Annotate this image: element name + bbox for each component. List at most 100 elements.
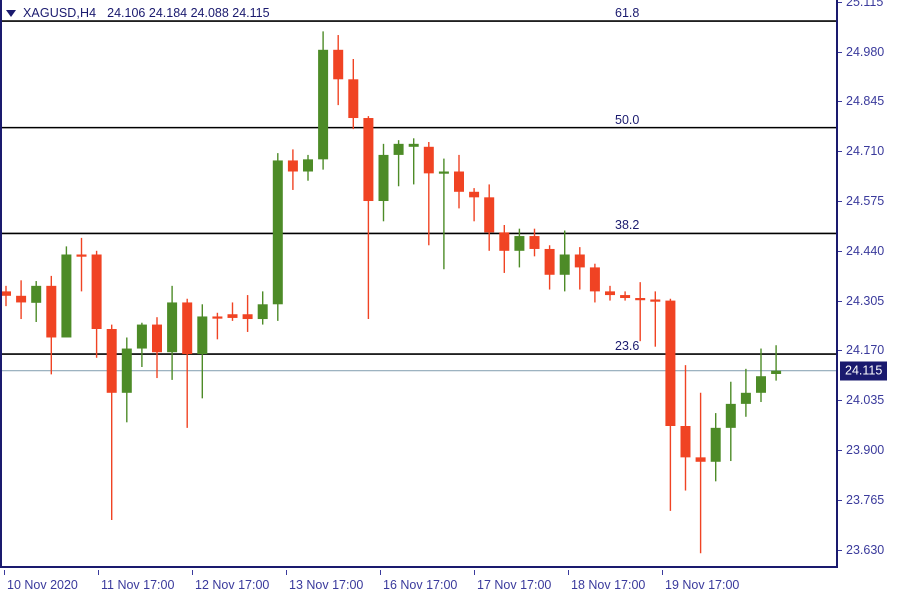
candle-body [771, 370, 782, 374]
chevron-down-icon[interactable] [6, 9, 16, 17]
price-tick-mark [838, 499, 842, 501]
candle [559, 230, 570, 292]
candle-body [423, 146, 434, 174]
fib-level-label: 23.6 [615, 339, 640, 354]
price-tick-label: 24.035 [846, 393, 885, 408]
time-tick-label: 10 Nov 2020 [7, 578, 78, 592]
candle-body [182, 302, 193, 355]
price-tick-mark [838, 201, 842, 202]
candle-body [544, 248, 555, 275]
candle [182, 298, 193, 428]
candle-body [152, 324, 162, 353]
price-tick-mark [838, 51, 842, 53]
candle-body [408, 143, 419, 147]
price-tick-mark [838, 1, 842, 3]
candle [635, 282, 646, 342]
candle [303, 154, 313, 181]
time-tick-mark [192, 570, 193, 575]
candle [16, 280, 27, 320]
price-tick-label: 24.170 [846, 343, 885, 358]
candle-body [514, 236, 525, 251]
candle [121, 337, 132, 423]
candle-body [106, 328, 117, 393]
candle [333, 35, 344, 106]
candle [544, 245, 555, 290]
candle-body [136, 324, 147, 349]
symbol-label: XAGUSD,H4 [23, 6, 97, 20]
candle-body [620, 295, 631, 299]
time-tick-label: 12 Nov 17:00 [195, 578, 270, 592]
price-tick-label: 24.305 [846, 293, 885, 308]
candle [665, 298, 676, 511]
candle-body [2, 291, 11, 296]
candle [272, 153, 283, 321]
price-tick-label: 25.115 [846, 0, 884, 9]
candle [423, 142, 434, 246]
price-tick-label: 24.980 [846, 44, 885, 59]
time-tick-label: 13 Nov 17:00 [289, 578, 364, 592]
candle-body [559, 254, 570, 275]
time-tick-label: 18 Nov 17:00 [571, 578, 646, 592]
candle-body [348, 79, 359, 119]
symbol-header: XAGUSD,H4 24.106 24.184 24.088 24.115 [6, 5, 270, 21]
candle [363, 116, 374, 320]
price-tick-label: 23.765 [846, 492, 885, 507]
candle [574, 247, 585, 290]
price-tick-label: 23.630 [846, 542, 885, 557]
price-tick-mark [838, 449, 842, 451]
candle-body [499, 232, 510, 251]
candle [529, 228, 540, 257]
time-tick-mark [4, 570, 5, 575]
price-axis[interactable]: 25.115 24.980 24.845 24.710 24.575 24.440 24.3… [838, 0, 900, 568]
candle [257, 291, 268, 325]
fib-level-label: 50.0 [615, 112, 640, 127]
candle [408, 138, 419, 185]
candle [620, 291, 631, 301]
candle-series [2, 20, 836, 554]
candle [725, 381, 736, 462]
candle-body [469, 191, 480, 198]
candle-body [31, 285, 42, 303]
candle-body [605, 291, 615, 296]
candle [106, 324, 117, 521]
candle-body [378, 154, 389, 202]
candle [197, 304, 208, 399]
candlestick-canvas [2, 0, 836, 566]
candle [756, 348, 766, 403]
fib-level-label: 38.2 [615, 218, 640, 233]
candle-body [287, 160, 298, 172]
candle [212, 312, 223, 340]
candle [242, 295, 253, 332]
time-tick-label: 16 Nov 17:00 [383, 578, 458, 592]
candle-body [46, 285, 57, 338]
candle-body [76, 254, 87, 257]
candle [469, 188, 480, 222]
candle-body [393, 143, 404, 155]
candle [514, 228, 525, 268]
candle-body [454, 171, 464, 192]
candle-body [212, 316, 223, 319]
price-tick-mark [838, 250, 842, 252]
candle-body [91, 254, 102, 329]
time-tick-mark [568, 570, 569, 575]
chart-plot-area[interactable]: 61.8 50.0 38.2 23.6 [0, 0, 838, 568]
candle-body [227, 314, 238, 318]
candle-body [484, 197, 495, 233]
current-price-tag[interactable]: 24.115 [840, 361, 888, 381]
time-tick-mark [474, 570, 475, 575]
candle [605, 285, 615, 301]
price-tick-label: 24.440 [846, 243, 885, 258]
time-tick-mark [662, 570, 663, 575]
candle [136, 322, 147, 367]
time-axis[interactable]: 10 Nov 2020 11 Nov 17:00 12 Nov 17:00 13 No… [0, 570, 900, 600]
candle-body [363, 118, 374, 202]
candle [484, 184, 495, 251]
price-tick-mark [838, 350, 842, 352]
fib-level-label: 61.8 [615, 6, 640, 21]
price-tick-mark [838, 400, 842, 402]
candle-body [650, 299, 661, 302]
candle-body [725, 403, 736, 428]
candle-body [695, 457, 706, 462]
candle-body [710, 427, 721, 462]
